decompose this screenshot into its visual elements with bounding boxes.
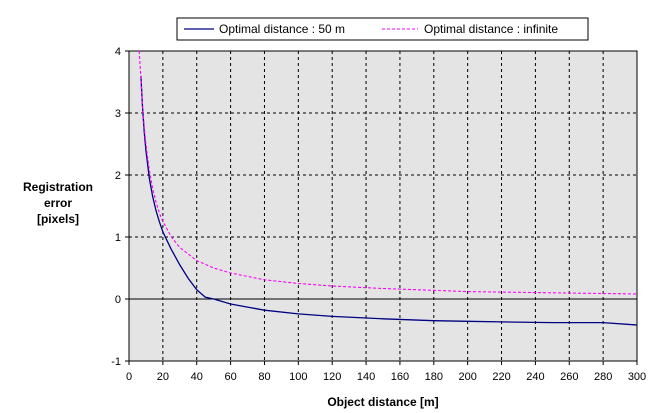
x-tick-label: 160 <box>391 371 409 383</box>
x-axis-title: Object distance [m] <box>327 395 438 409</box>
y-axis-title-line-2: error <box>44 196 72 210</box>
x-tick-label: 180 <box>425 371 443 383</box>
series-line-2 <box>138 50 638 295</box>
series-layer <box>138 50 638 326</box>
x-tick-label: 20 <box>157 371 169 383</box>
y-tick-label: 2 <box>115 170 121 182</box>
x-tick-label: 80 <box>258 371 270 383</box>
x-tick-label: 140 <box>357 371 375 383</box>
x-tick-label: 100 <box>289 371 307 383</box>
y-tick-label: -1 <box>111 356 121 368</box>
x-tick-label: 300 <box>628 371 646 383</box>
y-axis-title: Registration error [pixels] <box>23 180 93 226</box>
y-axis-title-line-3: [pixels] <box>37 212 79 226</box>
x-tick-label: 60 <box>224 371 236 383</box>
x-tick-label: 220 <box>492 371 510 383</box>
x-tick-label: 200 <box>458 371 476 383</box>
legend: Optimal distance : 50 m Optimal distance… <box>176 17 589 41</box>
y-tick-label: 0 <box>115 294 121 306</box>
x-tick-label: 40 <box>191 371 203 383</box>
y-tick-label: 3 <box>115 108 121 120</box>
y-tick-label: 4 <box>115 46 121 58</box>
x-tick-label: 260 <box>560 371 578 383</box>
plot-area <box>128 50 638 362</box>
grid <box>129 51 637 361</box>
legend-label-series-2: Optimal distance : infinite <box>424 22 558 36</box>
x-tick-label: 280 <box>594 371 612 383</box>
x-tick-label: 0 <box>126 371 132 383</box>
ticks: 0 20 40 60 80 100 120 140 160 180 200 220 240 260 280 3… <box>111 46 646 383</box>
series-line-1 <box>140 75 638 326</box>
x-tick-label: 120 <box>323 371 341 383</box>
y-axis-title-line-1: Registration <box>23 180 93 194</box>
y-tick-label: 1 <box>115 232 121 244</box>
x-tick-label: 240 <box>526 371 544 383</box>
legend-label-series-1: Optimal distance : 50 m <box>219 22 345 36</box>
